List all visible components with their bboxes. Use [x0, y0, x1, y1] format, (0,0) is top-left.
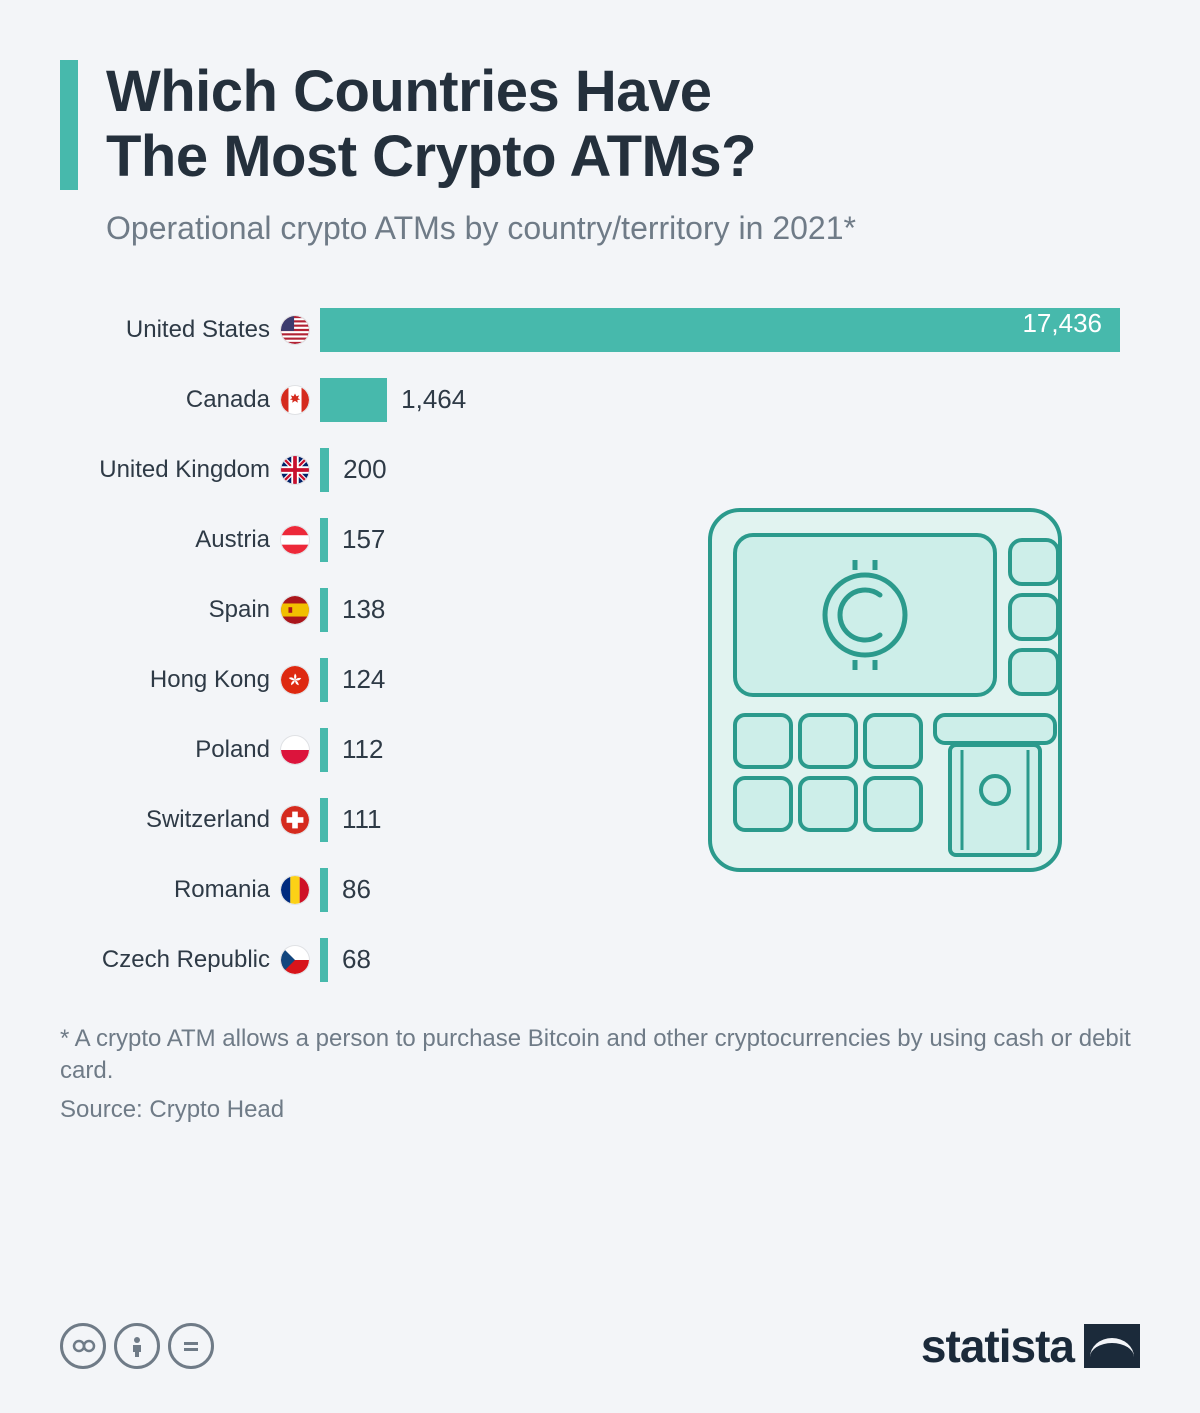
bar	[320, 868, 328, 912]
page-title: Which Countries Have The Most Crypto ATM…	[106, 60, 756, 190]
flag-icon	[280, 945, 310, 975]
country-label: United Kingdom	[99, 456, 270, 484]
header: Which Countries Have The Most Crypto ATM…	[60, 60, 1140, 190]
title-line-1: Which Countries Have	[106, 59, 712, 124]
bar-label-col: Spain	[60, 595, 310, 625]
bar	[320, 448, 329, 492]
bar	[320, 378, 387, 422]
cc-license-badges	[60, 1323, 214, 1369]
bar-label-col: Switzerland	[60, 805, 310, 835]
country-label: Hong Kong	[150, 666, 270, 694]
statista-logo: statista	[921, 1319, 1140, 1373]
statista-wave-icon	[1084, 1324, 1140, 1368]
bar	[320, 728, 328, 772]
bar-label-col: United States	[60, 315, 310, 345]
title-accent-bar	[60, 60, 78, 190]
country-label: Switzerland	[146, 806, 270, 834]
bar-row: Czech Republic 68	[60, 925, 1140, 995]
country-label: Spain	[209, 596, 270, 624]
bar-value: 1,464	[401, 384, 466, 415]
country-label: United States	[126, 316, 270, 344]
bar-label-col: Czech Republic	[60, 945, 310, 975]
bar-row: United Kingdom 200	[60, 435, 1140, 505]
country-label: Austria	[195, 526, 270, 554]
bar-value: 138	[342, 594, 385, 625]
flag-icon	[280, 455, 310, 485]
page-subtitle: Operational crypto ATMs by country/terri…	[106, 210, 1140, 247]
bar	[320, 658, 328, 702]
country-label: Romania	[174, 876, 270, 904]
statista-text: statista	[921, 1319, 1074, 1373]
flag-icon	[280, 315, 310, 345]
bar-col: 68	[310, 938, 1140, 982]
bar	[320, 798, 328, 842]
country-label: Poland	[195, 736, 270, 764]
by-icon	[114, 1323, 160, 1369]
bar-value: 124	[342, 664, 385, 695]
bar	[320, 588, 328, 632]
bar-value: 111	[342, 804, 382, 835]
flag-icon	[280, 665, 310, 695]
atm-illustration	[700, 500, 1120, 880]
flag-icon	[280, 735, 310, 765]
footer: statista	[60, 1319, 1140, 1373]
flag-icon	[280, 525, 310, 555]
bar-col: 17,436	[310, 308, 1140, 352]
bar: 17,436	[320, 308, 1120, 352]
flag-icon	[280, 875, 310, 905]
bar-row: Canada 1,464	[60, 365, 1140, 435]
nd-icon	[168, 1323, 214, 1369]
title-line-2: The Most Crypto ATMs?	[106, 124, 756, 189]
source-label: Source: Crypto Head	[60, 1096, 1140, 1124]
country-label: Canada	[186, 386, 270, 414]
flag-icon	[280, 805, 310, 835]
bar-label-col: Romania	[60, 875, 310, 905]
flag-icon	[280, 595, 310, 625]
bar-value: 17,436	[1022, 308, 1102, 339]
bar-label-col: Canada	[60, 385, 310, 415]
bar-label-col: United Kingdom	[60, 455, 310, 485]
bar-label-col: Poland	[60, 735, 310, 765]
bar-value: 112	[342, 734, 383, 765]
bar-value: 86	[342, 874, 371, 905]
country-label: Czech Republic	[102, 946, 270, 974]
bar	[320, 518, 328, 562]
bar-col: 200	[310, 448, 1140, 492]
bar-value: 157	[342, 524, 385, 555]
bar-value: 68	[342, 944, 371, 975]
bar-row: United States 17,436	[60, 295, 1140, 365]
bar-label-col: Hong Kong	[60, 665, 310, 695]
bar-col: 1,464	[310, 378, 1140, 422]
cc-icon	[60, 1323, 106, 1369]
bar-label-col: Austria	[60, 525, 310, 555]
footnote: * A crypto ATM allows a person to purcha…	[60, 1023, 1140, 1088]
bar-value: 200	[343, 454, 386, 485]
bar	[320, 938, 328, 982]
flag-icon	[280, 385, 310, 415]
